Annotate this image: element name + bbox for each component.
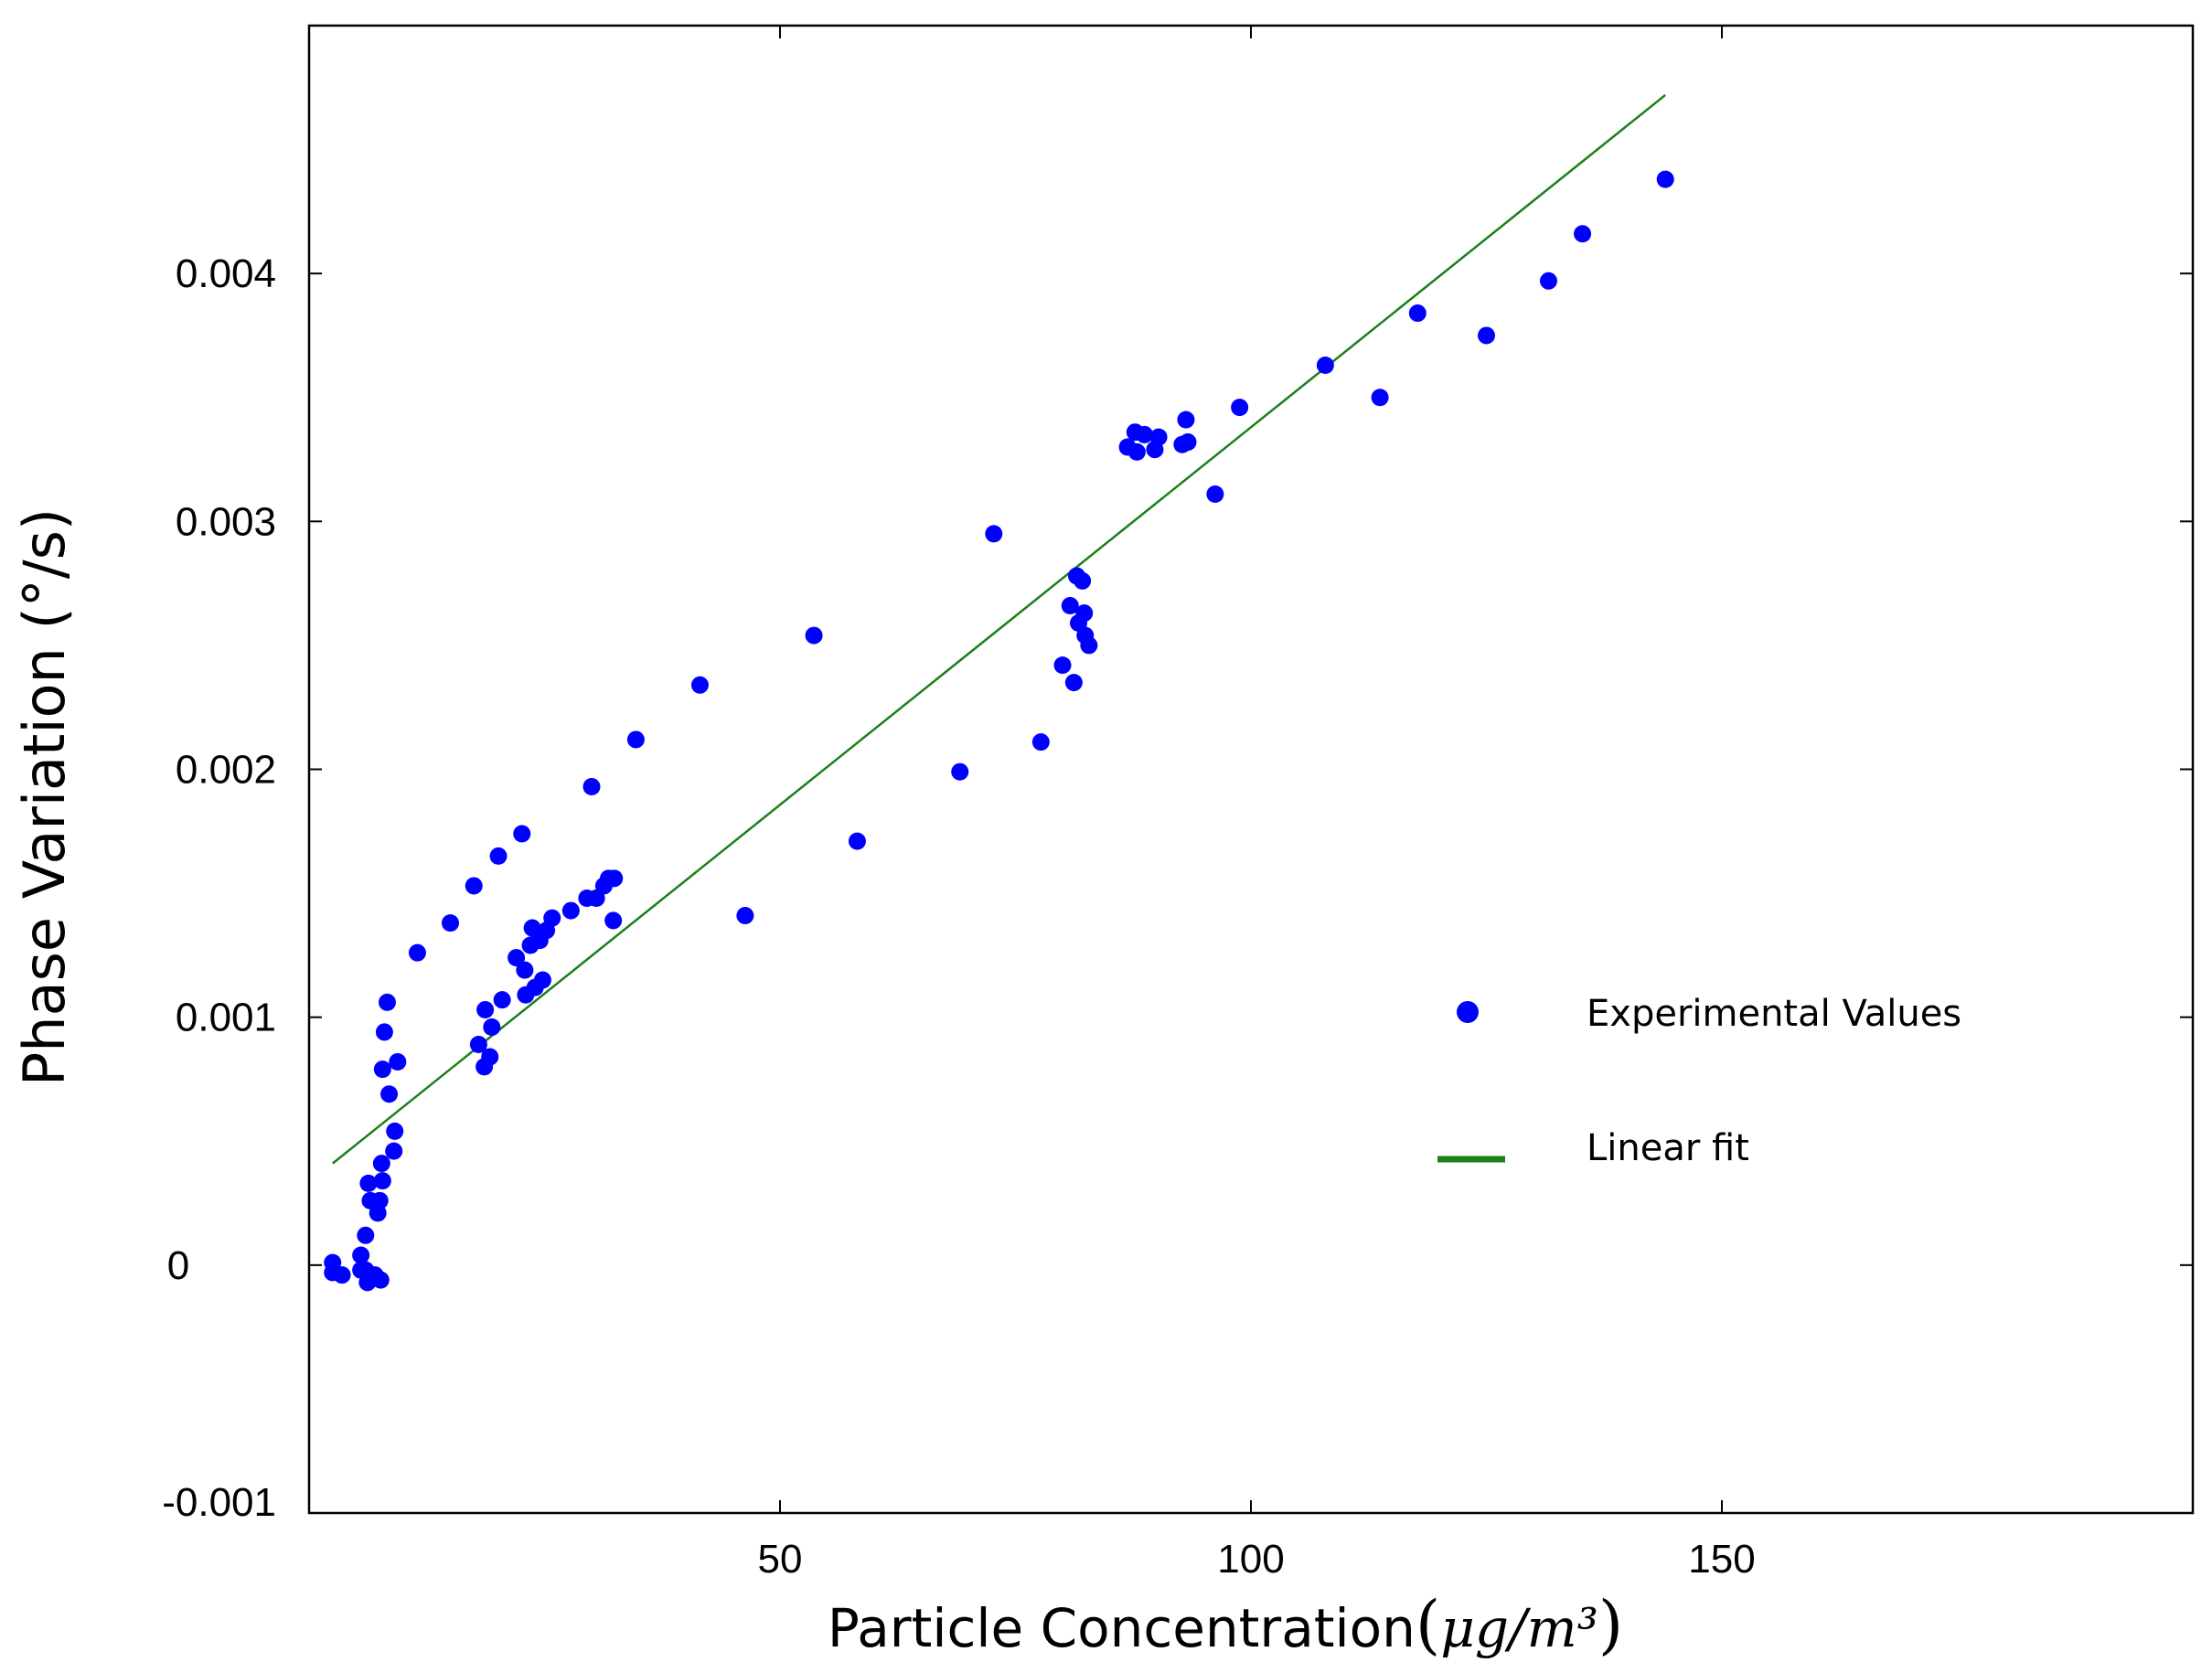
data-point xyxy=(1149,428,1168,446)
data-point xyxy=(1179,433,1197,452)
data-point xyxy=(533,971,551,989)
data-point xyxy=(370,1191,389,1209)
data-point xyxy=(848,832,866,850)
x-axis-label-units-close: ) xyxy=(1598,1587,1623,1662)
data-point xyxy=(1053,656,1072,675)
data-point xyxy=(380,1085,399,1103)
x-tick-label: 100 xyxy=(1217,1537,1284,1582)
data-point xyxy=(1074,571,1092,590)
data-point xyxy=(373,1172,391,1190)
x-axis-label-units: μg/m³ xyxy=(1440,1597,1598,1659)
data-point xyxy=(1478,326,1495,345)
data-point xyxy=(372,1155,390,1173)
data-point xyxy=(604,911,623,930)
data-point xyxy=(493,991,511,1009)
data-point xyxy=(378,993,396,1011)
legend-label-linear-fit: Linear fit xyxy=(1587,1127,1749,1169)
x-tick-label: 150 xyxy=(1688,1537,1755,1582)
data-point xyxy=(1574,225,1592,243)
data-point xyxy=(1031,733,1050,751)
data-point xyxy=(516,961,534,979)
y-tick-label: 0.004 xyxy=(176,251,276,296)
data-point xyxy=(1656,170,1674,188)
y-tick-label: 0 xyxy=(167,1243,189,1288)
data-point xyxy=(582,777,601,795)
data-point xyxy=(1539,272,1557,290)
data-point xyxy=(483,1018,501,1037)
data-point xyxy=(561,901,580,920)
data-point xyxy=(1127,442,1146,461)
data-point xyxy=(371,1271,390,1289)
data-point xyxy=(481,1048,499,1066)
data-point xyxy=(352,1246,370,1264)
y-tick-label: 0.002 xyxy=(176,748,276,793)
data-point xyxy=(1408,304,1427,323)
data-point xyxy=(1061,597,1079,615)
data-point xyxy=(951,762,969,781)
x-axis-label-units-open: ( xyxy=(1416,1587,1440,1662)
data-point xyxy=(333,1266,351,1284)
data-point xyxy=(985,525,1003,543)
y-tick-label: -0.001 xyxy=(162,1480,276,1525)
x-axis-label-text: Particle Concentration xyxy=(828,1597,1416,1659)
y-tick-label: 0.003 xyxy=(176,499,276,544)
data-point xyxy=(736,906,754,924)
tick-labels: 50 100 150 -0.001 0 0.001 0.002 0.003 0.004 xyxy=(162,251,1755,1582)
data-point xyxy=(1075,604,1094,623)
data-point xyxy=(359,1174,378,1192)
data-points-layer xyxy=(324,170,1674,1292)
linear-fit-layer xyxy=(331,93,1666,1165)
data-point xyxy=(489,847,508,865)
data-point xyxy=(1316,356,1334,374)
data-point xyxy=(375,1023,393,1041)
data-point xyxy=(442,914,459,932)
data-point xyxy=(469,1035,487,1053)
data-point xyxy=(605,869,624,888)
data-point xyxy=(1080,636,1098,655)
data-point xyxy=(1064,674,1083,692)
data-point xyxy=(476,1001,495,1019)
data-point xyxy=(408,943,426,962)
data-point xyxy=(626,730,645,749)
data-point xyxy=(465,877,483,895)
legend: Experimental Values Linear fit xyxy=(1437,993,1961,1169)
x-tick-label: 50 xyxy=(758,1537,803,1582)
data-point xyxy=(1231,399,1249,417)
data-point xyxy=(805,626,823,645)
data-point xyxy=(543,909,561,927)
y-axis-label: Phase Variation (°/s) xyxy=(11,508,78,1086)
data-point xyxy=(1371,389,1389,407)
data-point xyxy=(690,676,709,694)
data-point xyxy=(386,1122,404,1140)
axis-ticks xyxy=(309,26,2193,1514)
linear-fit-line xyxy=(331,93,1666,1165)
data-point xyxy=(357,1226,375,1244)
data-point xyxy=(1206,485,1224,504)
data-point xyxy=(508,949,526,967)
data-point xyxy=(385,1142,403,1160)
data-point xyxy=(513,825,531,843)
legend-marker-experimental xyxy=(1457,1001,1479,1023)
y-tick-label: 0.001 xyxy=(176,996,276,1040)
data-point xyxy=(389,1052,407,1071)
plot-frame xyxy=(307,24,2195,1515)
data-point xyxy=(1177,410,1195,429)
legend-label-experimental: Experimental Values xyxy=(1587,993,1961,1035)
data-point xyxy=(1136,425,1154,443)
x-axis-label: Particle Concentration(μg/m³) xyxy=(828,1587,1623,1662)
data-point xyxy=(373,1060,391,1079)
